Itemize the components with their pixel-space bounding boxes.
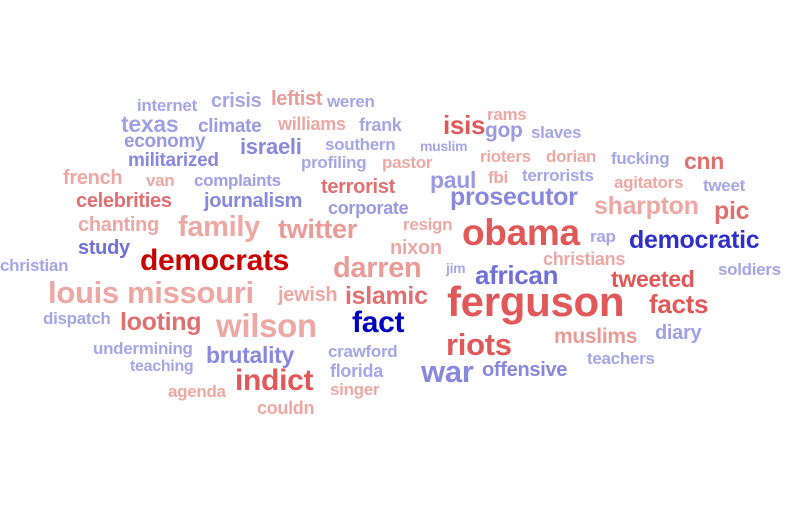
word-climate: climate <box>198 116 262 137</box>
word-gop: gop <box>485 119 523 142</box>
word-obama: obama <box>462 212 580 253</box>
word-rioters: rioters <box>480 147 531 166</box>
word-louis: louis <box>48 275 119 310</box>
word-paul: paul <box>430 167 477 193</box>
word-agitators: agitators <box>614 173 684 192</box>
word-muslims: muslims <box>554 325 638 348</box>
word-rams: rams <box>487 105 527 124</box>
word-soldiers: soldiers <box>718 260 781 279</box>
word-facts: facts <box>649 289 709 319</box>
word-williams: williams <box>278 114 346 134</box>
word-van: van <box>146 171 175 190</box>
word-dorian: dorian <box>546 147 597 166</box>
word-fbi: fbi <box>488 168 508 187</box>
word-riots: riots <box>446 327 512 362</box>
word-terrorist: terrorist <box>321 176 395 198</box>
word-muslim: muslim <box>420 138 468 154</box>
word-sharpton: sharpton <box>594 192 699 220</box>
word-terrorists: terrorists <box>522 166 594 185</box>
word-war: war <box>421 354 474 389</box>
word-frank: frank <box>359 115 402 135</box>
word-dispatch: dispatch <box>43 309 111 328</box>
word-couldn: couldn <box>257 398 315 418</box>
word-southern: southern <box>325 135 396 154</box>
word-darren: darren <box>333 252 422 284</box>
word-teachers: teachers <box>587 349 655 368</box>
word-militarized: militarized <box>128 150 219 171</box>
word-offensive: offensive <box>482 359 568 381</box>
word-missouri: missouri <box>127 275 254 310</box>
word-tweet: tweet <box>703 176 745 195</box>
word-christians: christians <box>543 249 626 269</box>
word-pic: pic <box>714 197 750 225</box>
word-corporate: corporate <box>328 198 409 218</box>
word-indict: indict <box>235 364 314 397</box>
word-crawford: crawford <box>328 342 398 361</box>
word-jewish: jewish <box>278 284 338 306</box>
word-fact: fact <box>352 306 405 339</box>
word-texas: texas <box>121 111 179 137</box>
word-diary: diary <box>655 322 702 344</box>
word-resign: resign <box>403 215 453 234</box>
word-democrats: democrats <box>140 244 290 277</box>
word-celebrities: celebrities <box>76 190 172 212</box>
word-islamic: islamic <box>345 282 428 310</box>
word-brutality: brutality <box>206 342 295 368</box>
word-twitter: twitter <box>278 214 357 244</box>
word-leftist: leftist <box>271 88 323 110</box>
word-cnn: cnn <box>684 148 724 174</box>
word-complaints: complaints <box>194 171 281 190</box>
word-chanting: chanting <box>78 214 159 236</box>
word-jim: jim <box>446 260 466 276</box>
word-democratic: democratic <box>629 226 760 254</box>
word-israeli: israeli <box>240 134 302 159</box>
word-profiling: profiling <box>301 153 367 172</box>
word-prosecutor: prosecutor <box>450 183 578 211</box>
word-slaves: slaves <box>531 123 582 142</box>
word-journalism: journalism <box>204 190 303 212</box>
word-family: family <box>178 211 261 243</box>
word-looting: looting <box>120 308 202 336</box>
word-pastor: pastor <box>382 153 433 172</box>
word-singer: singer <box>330 380 380 399</box>
word-teaching: teaching <box>130 358 194 375</box>
word-study: study <box>78 237 130 259</box>
word-french: french <box>63 167 123 189</box>
word-internet: internet <box>137 96 197 115</box>
word-crisis: crisis <box>211 90 262 112</box>
word-economy: economy <box>124 131 206 152</box>
word-agenda: agenda <box>168 382 226 401</box>
word-christian: christian <box>0 256 69 275</box>
word-undermining: undermining <box>93 339 193 358</box>
word-florida: florida <box>330 361 383 381</box>
word-wilson: wilson <box>216 307 317 344</box>
word-isis: isis <box>443 110 486 140</box>
word-weren: weren <box>327 92 375 111</box>
word-tweeted: tweeted <box>611 266 695 292</box>
word-ferguson: ferguson <box>447 278 625 325</box>
word-nixon: nixon <box>390 237 442 259</box>
word-fucking: fucking <box>611 149 670 168</box>
word-african: african <box>475 260 559 290</box>
word-rap: rap <box>590 227 616 246</box>
